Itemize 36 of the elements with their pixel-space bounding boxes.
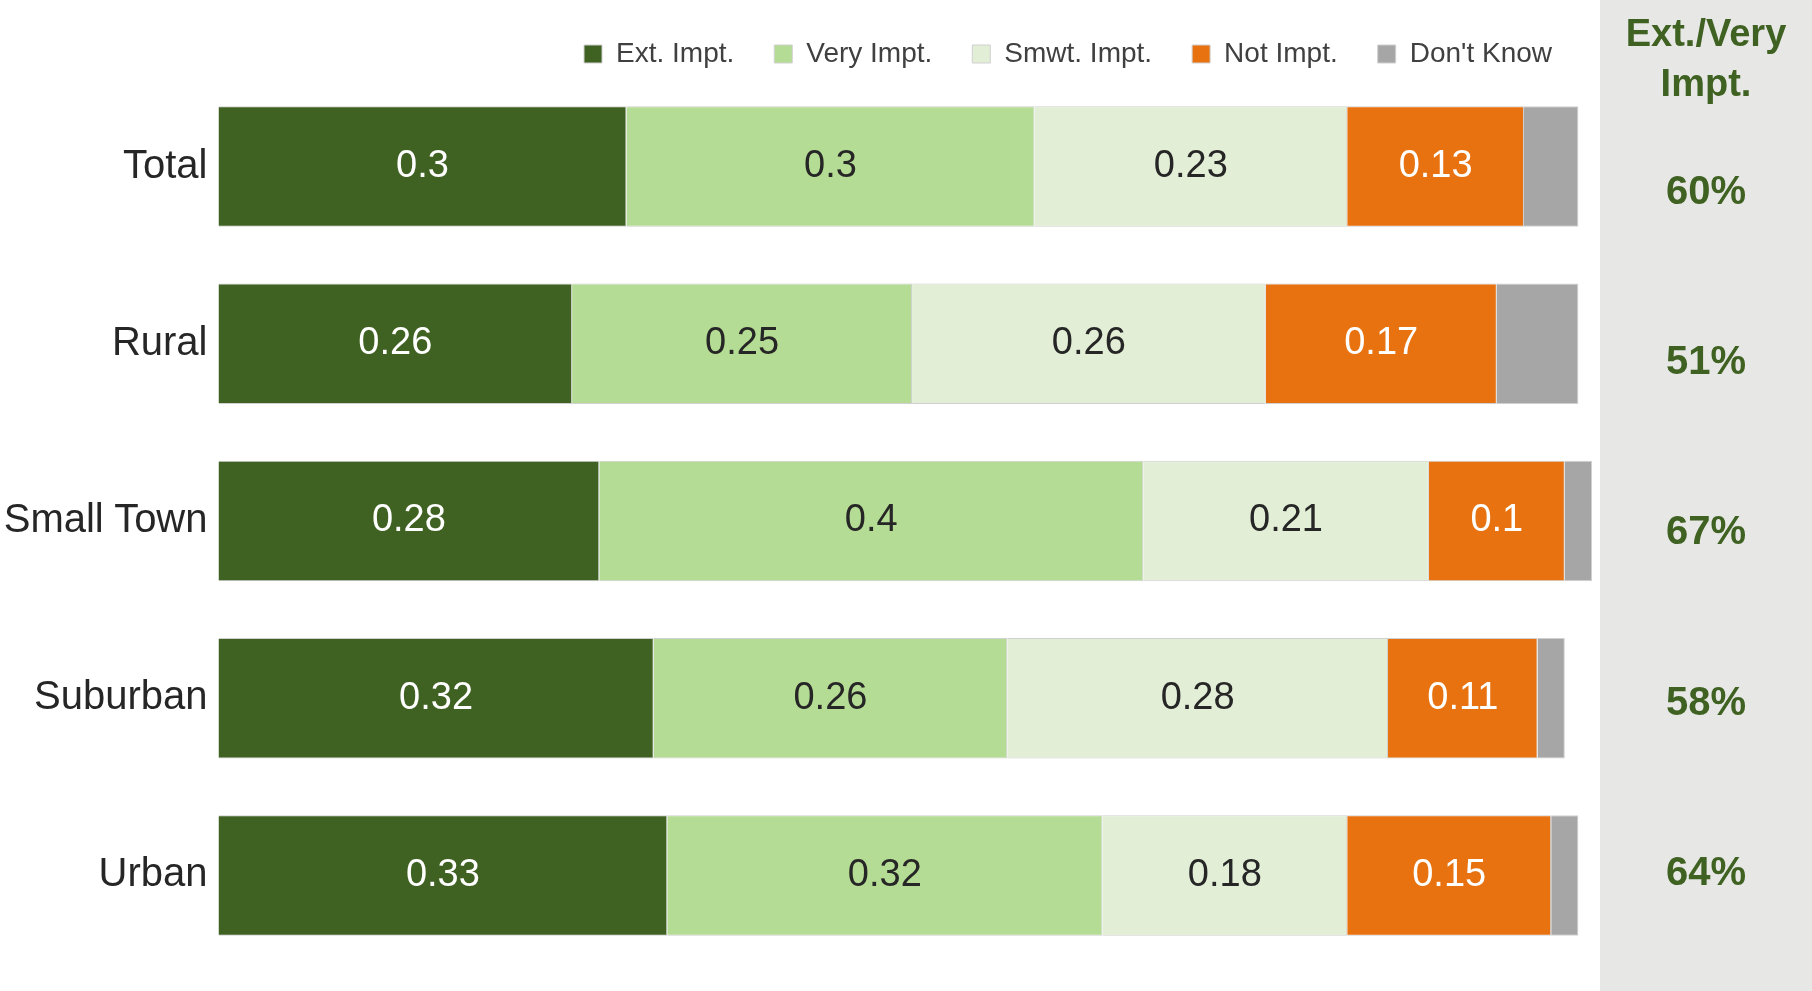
data-label: 0.11 [1427,674,1499,717]
data-label: 0.1 [1470,497,1524,540]
data-label: 0.32 [399,674,474,717]
data-label: 0.4 [844,497,898,540]
text: 64% [1664,848,1748,894]
y-tick-label: Total [123,141,208,186]
legend-label: Smwt. Impt. [1004,36,1153,68]
y-tick-label: Small Town [3,496,208,541]
legend-label: Ext. Impt. [616,36,735,68]
data-label: 0.18 [1187,851,1262,894]
text: 67% [1664,508,1748,554]
y-tick-label: Suburban [34,673,208,718]
text: 51% [1664,338,1748,384]
data-label: 0.15 [1412,851,1487,894]
data-label: 0.28 [1160,674,1235,717]
data-label: 0.26 [1051,320,1126,363]
data-label: 0.17 [1344,320,1419,363]
text: 58% [1664,678,1748,724]
legend-label: Don't Know [1409,36,1553,68]
data-label: 0.21 [1249,497,1324,540]
data-label: 0.26 [793,674,868,717]
data-label: 0.26 [358,320,433,363]
data-label: 0.13 [1398,143,1473,186]
data-label: 0.3 [396,143,449,186]
data-label: 0.23 [1153,143,1228,186]
y-tick-label: Rural [111,318,208,363]
legend-label: Not Impt. [1224,36,1338,68]
data-label: 0.33 [405,851,480,894]
data-label: 0.3 [804,143,857,186]
data-label: 0.32 [847,851,922,894]
data-label: 0.25 [705,320,780,363]
text: 60% [1664,168,1748,213]
data-label: 0.28 [371,497,446,540]
text: Ext./Very Impt. [1624,11,1788,106]
legend-label: Very Impt. [806,36,933,68]
y-tick-label: Urban [98,850,208,895]
